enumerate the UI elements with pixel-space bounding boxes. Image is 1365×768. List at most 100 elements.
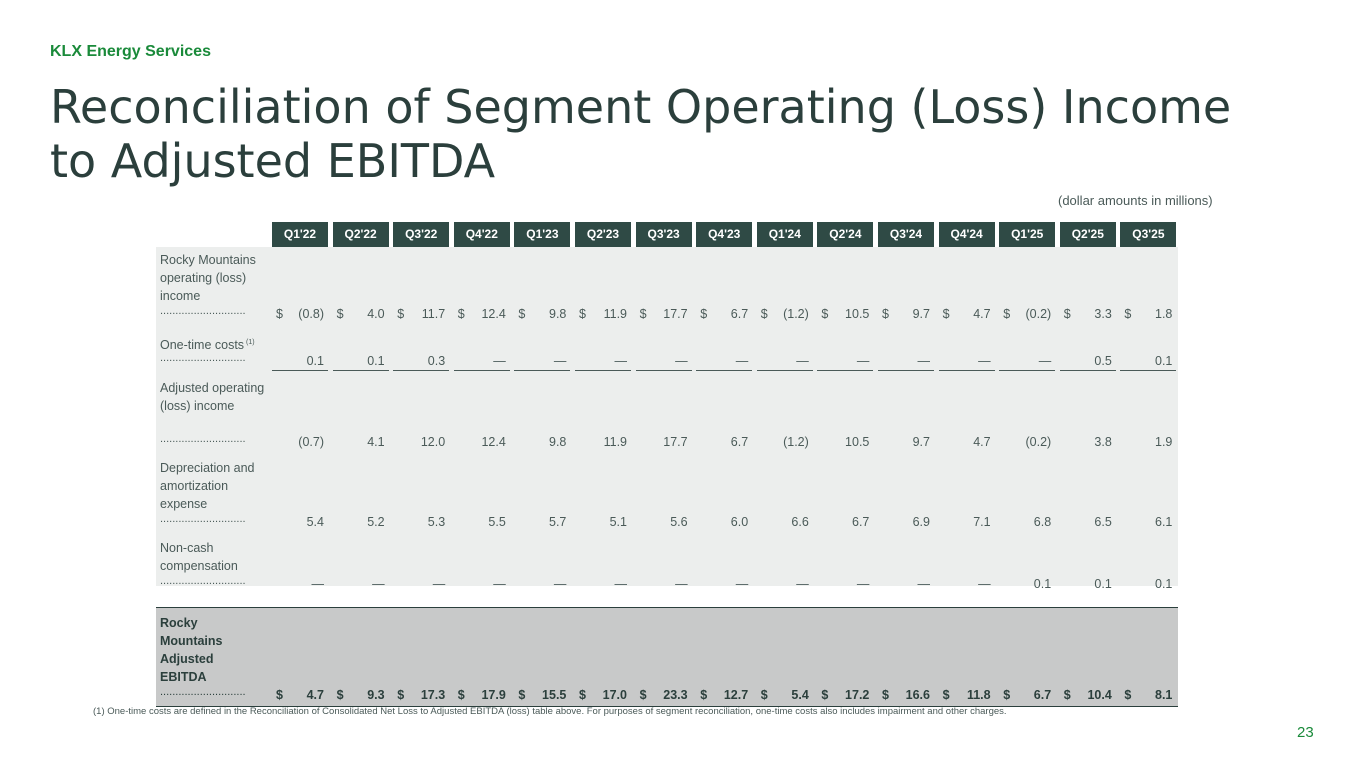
row-label: Rocky Mountains Adjusted EBITDA — [160, 614, 230, 686]
value-cell: (0.2) — [999, 433, 1055, 451]
value-number: 9.8 — [549, 435, 567, 449]
value-cell: $ (1.2) — [757, 305, 813, 323]
value-number: — — [493, 577, 506, 591]
value-cell: — — [757, 575, 813, 593]
value-number: 5.7 — [549, 515, 567, 529]
value-number: — — [1038, 354, 1052, 368]
value-number: — — [675, 577, 688, 591]
value-number: (0.7) — [298, 435, 324, 449]
value-cell: — — [878, 352, 934, 371]
value-number: — — [796, 354, 809, 368]
value-number: 9.8 — [549, 307, 567, 321]
currency-symbol: $ — [276, 688, 283, 702]
value-number: 8.1 — [1155, 688, 1173, 702]
value-cell: $12.7 — [696, 686, 752, 704]
value-number: 11.7 — [421, 307, 446, 321]
value-cell: — — [999, 352, 1056, 371]
value-cell: 6.8 — [999, 513, 1055, 531]
value-number: 11.8 — [966, 688, 991, 702]
value-number: 9.7 — [912, 435, 930, 449]
value-number: — — [432, 577, 446, 591]
value-cell: — — [756, 352, 813, 371]
value-number: — — [735, 577, 749, 591]
row-label: Non-cash compensation — [160, 539, 268, 575]
value-number: 4.7 — [306, 688, 324, 702]
value-number: 6.8 — [1033, 515, 1052, 529]
value-cell: 7.1 — [939, 513, 995, 531]
currency-symbol: $ — [1003, 688, 1011, 702]
value-cell: 5.7 — [514, 513, 570, 531]
row-label-text: Rocky Mountains Adjusted EBITDA — [160, 616, 223, 684]
value-cell: $17.2 — [817, 686, 873, 704]
value-number: — — [856, 577, 870, 591]
currency-symbol: $ — [882, 307, 889, 321]
value-number: 6.9 — [912, 515, 930, 529]
value-number: 7.1 — [973, 515, 991, 529]
value-cell: 10.5 — [817, 433, 873, 451]
leader-dots: ............................ — [160, 305, 246, 317]
value-number: — — [675, 354, 688, 368]
value-number: 0.1 — [1094, 577, 1112, 591]
value-cell: 11.9 — [575, 433, 631, 451]
value-number: 5.4 — [306, 515, 324, 529]
value-cell: 6.5 — [1060, 513, 1116, 531]
value-number: — — [614, 354, 628, 368]
value-number: 1.8 — [1155, 307, 1173, 321]
currency-symbol: $ — [942, 307, 950, 321]
leader-dots: ............................ — [160, 513, 246, 525]
row-label-text: Non-cash compensation — [160, 541, 238, 573]
currency-symbol: $ — [821, 307, 829, 321]
value-cell: $4.7 — [272, 686, 328, 704]
value-number: 9.3 — [367, 688, 385, 702]
column-header: Q1'22 — [272, 222, 328, 247]
currency-symbol: $ — [882, 688, 889, 702]
value-cell: 5.1 — [575, 513, 631, 531]
value-cell: 0.1 — [1120, 575, 1176, 593]
total-row: Rocky Mountains Adjusted EBITDA.........… — [156, 607, 1178, 707]
value-number: 6.5 — [1094, 515, 1112, 529]
value-cell: 5.5 — [454, 513, 510, 531]
row-label: One-time costs (1) — [160, 334, 268, 354]
value-cell: $1.8 — [1120, 305, 1176, 323]
value-number: 10.4 — [1087, 688, 1112, 702]
value-cell: 5.6 — [636, 513, 692, 531]
value-cell: $9.7 — [878, 305, 934, 323]
value-number: (0.8) — [298, 307, 324, 321]
currency-symbol: $ — [397, 688, 405, 702]
value-cell: 12.0 — [393, 433, 449, 451]
table-body: Rocky Mountains operating (loss) income.… — [156, 247, 1178, 591]
value-cell: 0.1 — [999, 575, 1055, 593]
currency-symbol: $ — [639, 307, 647, 321]
value-cell: 0.1 — [272, 352, 328, 371]
currency-symbol: $ — [336, 688, 344, 702]
value-cell: 1.9 — [1120, 433, 1176, 451]
column-header: Q3'22 — [393, 222, 450, 247]
value-cell: $ (0.8) — [272, 305, 328, 323]
value-number: 4.1 — [367, 435, 385, 449]
value-cell: — — [938, 352, 995, 371]
value-cell: 6.6 — [757, 513, 813, 531]
value-cell: — — [817, 575, 873, 593]
value-cell: 4.1 — [333, 433, 389, 451]
value-cell: $23.3 — [636, 686, 692, 704]
value-number: 17.7 — [663, 435, 688, 449]
value-number: 17.0 — [602, 688, 627, 702]
value-cell: $17.3 — [393, 686, 449, 704]
currency-symbol: $ — [1003, 307, 1011, 321]
value-cell: $16.6 — [878, 686, 934, 704]
value-number: 12.4 — [481, 307, 506, 321]
column-header: Q2'23 — [575, 222, 631, 247]
value-cell: $15.5 — [514, 686, 570, 704]
value-cell: 6.7 — [696, 433, 752, 451]
leader-dots: ............................ — [160, 352, 246, 364]
currency-symbol: $ — [276, 307, 283, 321]
value-cell: $17.7 — [636, 305, 692, 323]
value-number: 0.1 — [1033, 577, 1052, 591]
value-cell: 0.3 — [393, 352, 450, 371]
column-header: Q4'23 — [696, 222, 753, 247]
value-number: 4.7 — [973, 307, 991, 321]
column-header: Q1'24 — [756, 222, 813, 247]
value-number: 6.7 — [1033, 688, 1052, 702]
value-number: 6.0 — [730, 515, 749, 529]
value-cell: $9.3 — [333, 686, 389, 704]
